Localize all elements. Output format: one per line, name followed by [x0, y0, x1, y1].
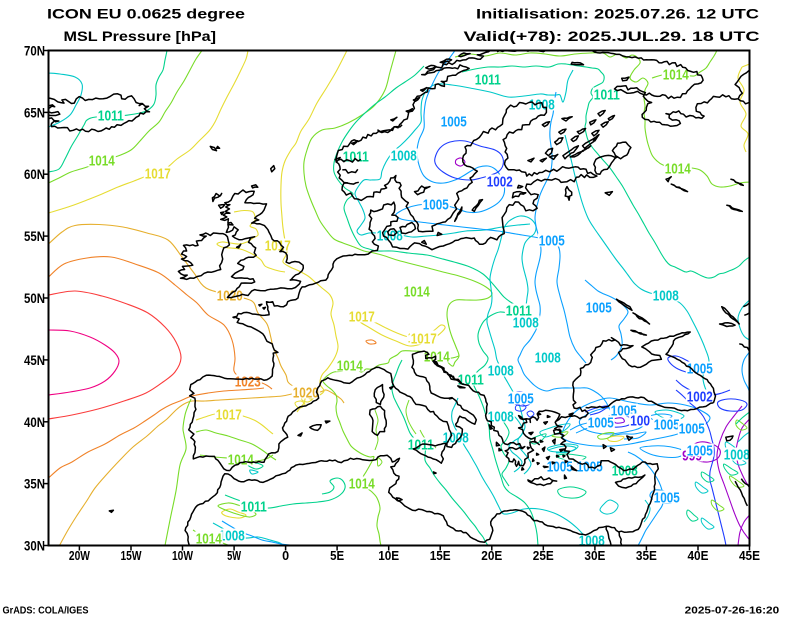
- svg-text:1005: 1005: [586, 300, 612, 317]
- svg-text:1005: 1005: [508, 391, 534, 408]
- svg-text:1011: 1011: [506, 303, 532, 320]
- svg-text:1008: 1008: [391, 148, 417, 165]
- svg-text:1020: 1020: [293, 385, 319, 402]
- svg-text:1005: 1005: [547, 459, 573, 476]
- svg-text:1014: 1014: [337, 358, 364, 375]
- svg-text:MSL Pressure [hPa]: MSL Pressure [hPa]: [64, 28, 217, 44]
- svg-text:1005: 1005: [441, 114, 467, 131]
- svg-text:40N: 40N: [24, 414, 45, 430]
- svg-text:20W: 20W: [69, 548, 91, 563]
- svg-text:1002: 1002: [487, 174, 513, 191]
- svg-text:20E: 20E: [481, 548, 502, 563]
- svg-text:1011: 1011: [475, 72, 501, 89]
- svg-text:55N: 55N: [24, 228, 45, 244]
- svg-text:1023: 1023: [235, 374, 261, 391]
- svg-text:1008: 1008: [653, 288, 679, 305]
- svg-text:1014: 1014: [228, 452, 255, 469]
- svg-text:70N: 70N: [24, 43, 45, 59]
- svg-text:45N: 45N: [24, 352, 45, 368]
- svg-text:1011: 1011: [241, 499, 267, 516]
- svg-text:5W: 5W: [227, 548, 242, 563]
- svg-text:1011: 1011: [458, 372, 484, 389]
- svg-text:Valid(+78): 2025.JUL.29. 18 UT: Valid(+78): 2025.JUL.29. 18 UTC: [464, 28, 760, 44]
- svg-text:1005: 1005: [654, 490, 680, 507]
- svg-text:1005: 1005: [654, 417, 680, 434]
- svg-text:30E: 30E: [584, 548, 605, 563]
- svg-text:1014: 1014: [349, 476, 376, 493]
- svg-text:1008: 1008: [219, 528, 245, 545]
- svg-text:1002: 1002: [687, 389, 713, 406]
- svg-text:1011: 1011: [343, 149, 369, 166]
- svg-text:10E: 10E: [378, 548, 399, 563]
- svg-text:60N: 60N: [24, 166, 45, 182]
- svg-text:1014: 1014: [424, 349, 451, 366]
- svg-text:15E: 15E: [430, 548, 451, 563]
- svg-text:1005: 1005: [423, 197, 449, 214]
- svg-text:15W: 15W: [121, 548, 143, 563]
- svg-text:1011: 1011: [98, 108, 124, 125]
- svg-text:Initialisation: 2025.07.26. 12: Initialisation: 2025.07.26. 12 UTC: [476, 6, 759, 22]
- svg-text:35N: 35N: [24, 476, 45, 492]
- svg-text:1014: 1014: [665, 161, 692, 178]
- svg-text:1008: 1008: [535, 350, 561, 367]
- svg-text:1008: 1008: [579, 533, 605, 550]
- svg-text:1014: 1014: [663, 67, 690, 84]
- svg-text:30N: 30N: [24, 538, 45, 554]
- svg-text:1017: 1017: [265, 238, 291, 255]
- svg-text:45E: 45E: [739, 548, 760, 563]
- svg-text:65N: 65N: [24, 104, 45, 120]
- svg-text:2025-07-26-16:20: 2025-07-26-16:20: [685, 605, 780, 617]
- svg-text:1014: 1014: [404, 284, 431, 301]
- svg-text:1017: 1017: [216, 407, 242, 424]
- svg-text:1014: 1014: [196, 531, 223, 548]
- svg-text:ICON EU 0.0625 degree: ICON EU 0.0625 degree: [47, 6, 245, 22]
- svg-text:40E: 40E: [688, 548, 709, 563]
- svg-text:1005: 1005: [539, 233, 565, 250]
- svg-text:0: 0: [282, 548, 289, 563]
- svg-text:GrADS: COLA/IGES: GrADS: COLA/IGES: [3, 605, 89, 617]
- svg-text:1014: 1014: [89, 153, 116, 170]
- svg-text:1008: 1008: [513, 315, 539, 332]
- svg-text:10W: 10W: [172, 548, 194, 563]
- svg-text:1008: 1008: [724, 447, 750, 464]
- svg-text:1008: 1008: [488, 409, 514, 426]
- svg-text:25E: 25E: [533, 548, 554, 563]
- svg-text:1005: 1005: [687, 361, 713, 378]
- svg-text:5E: 5E: [330, 548, 344, 563]
- svg-text:1017: 1017: [145, 166, 171, 183]
- svg-text:35E: 35E: [636, 548, 657, 563]
- svg-text:1017: 1017: [349, 309, 375, 326]
- svg-text:50N: 50N: [24, 290, 45, 306]
- svg-text:1005: 1005: [588, 415, 614, 432]
- svg-text:1005: 1005: [687, 443, 713, 460]
- svg-text:1017: 1017: [411, 331, 437, 348]
- svg-text:1005: 1005: [679, 421, 705, 438]
- svg-text:1011: 1011: [594, 87, 620, 104]
- svg-text:1008: 1008: [488, 363, 514, 380]
- svg-text:100: 100: [630, 413, 650, 430]
